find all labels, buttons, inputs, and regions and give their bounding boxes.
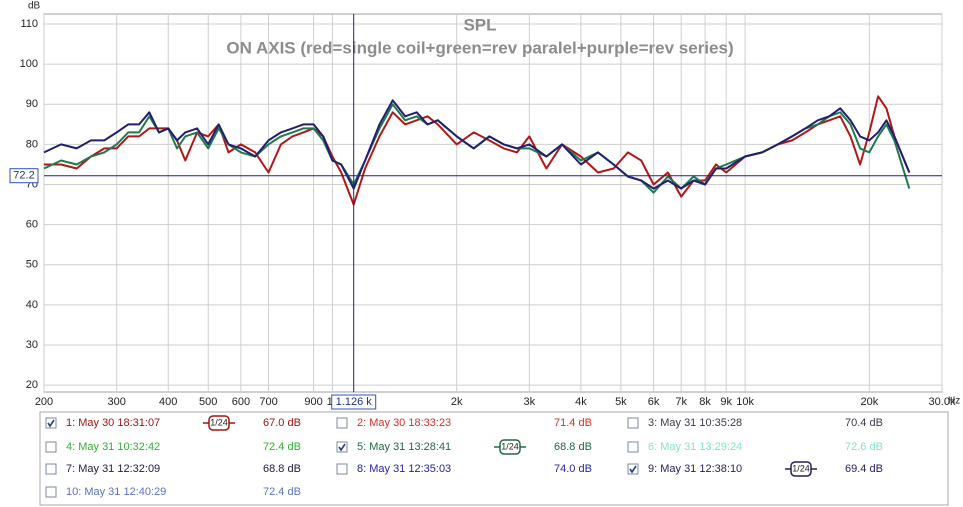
checkbox[interactable] [627, 441, 639, 453]
y-tick-label: 20 [26, 379, 38, 391]
spl-line [44, 95, 911, 206]
smoothing-box [790, 461, 812, 477]
x-tick-label: 5k [615, 396, 627, 408]
chart-subtitle: ON AXIS (red=single coil+green=rev paral… [226, 38, 733, 57]
measurement-label: 9: May 31 12:38:10 [648, 463, 742, 475]
checkbox[interactable] [336, 463, 348, 475]
measurement-label: 5: May 31 13:28:41 [357, 441, 451, 453]
y-tick-label: 30 [26, 339, 38, 351]
measurement-value: 70.4 dB [845, 417, 883, 429]
smoothing-label: 1/24 [792, 463, 810, 473]
x-tick-label: 10k [736, 396, 754, 408]
spl-line [43, 99, 911, 190]
y-tick-label: 40 [26, 299, 38, 311]
measurement-value: 68.8 dB [554, 441, 592, 453]
checkmark [629, 465, 637, 474]
checkbox[interactable] [336, 417, 348, 429]
measurement-label: 3: May 31 10:35:28 [648, 417, 742, 429]
legend-panel [39, 411, 949, 506]
smoothing-label: 1/24 [501, 441, 519, 451]
chart-title: SPL [463, 15, 496, 34]
checkbox[interactable] [336, 441, 348, 453]
measurement-label: 4: May 31 10:32:42 [66, 441, 160, 453]
checkbox[interactable] [627, 417, 639, 429]
smoothing-box [499, 439, 521, 455]
measurement-value: 71.4 dB [554, 417, 592, 429]
checkbox[interactable] [627, 463, 639, 475]
y-tick-label: 50 [26, 259, 38, 271]
measurement-label: 8: May 31 12:35:03 [357, 463, 451, 475]
measurement-label: 7: May 31 12:32:09 [66, 463, 160, 475]
measurement-value: 67.0 dB [263, 417, 301, 429]
measurement-value: 69.4 dB [845, 463, 883, 475]
y-tick-label: 60 [26, 219, 38, 231]
plot-frame [43, 13, 943, 393]
x-tick-label: 9k [720, 396, 732, 408]
x-tick-label: 200 [35, 396, 53, 408]
x-axis-label: Hz [948, 396, 960, 407]
measurement-label: 10: May 31 12:40:29 [66, 486, 166, 498]
checkbox[interactable] [45, 441, 57, 453]
checkmark [47, 419, 55, 428]
y-tick-label: 80 [26, 138, 38, 150]
x-tick-label: 400 [159, 396, 177, 408]
checkbox[interactable] [45, 486, 57, 498]
measurement-label: 2: May 30 18:33:23 [357, 417, 451, 429]
x-tick-label: 20k [860, 396, 878, 408]
checkmark [338, 443, 346, 452]
cursor-y-box [9, 168, 39, 184]
cursor-y-label: 72.2 [13, 170, 34, 182]
x-tick-label: 300 [107, 396, 125, 408]
checkbox[interactable] [45, 463, 57, 475]
measurement-value: 74.0 dB [554, 463, 592, 475]
x-tick-label: 500 [199, 396, 217, 408]
checkbox[interactable] [45, 417, 57, 429]
cursor-x-box [331, 394, 377, 410]
x-tick-label: 2k [451, 396, 463, 408]
measurement-label: 6: May 31 13:29:24 [648, 441, 742, 453]
x-tick-label: 700 [259, 396, 277, 408]
measurement-value: 72.4 dB [263, 441, 301, 453]
x-tick-label: 8k [699, 396, 711, 408]
y-tick-label: 90 [26, 98, 38, 110]
y-tick-label: 110 [20, 18, 38, 30]
measurement-value: 72.4 dB [263, 486, 301, 498]
x-tick-label: 6k [648, 396, 660, 408]
cursor-x-label: 1.126 k [336, 396, 373, 408]
measurement-value: 72.6 dB [845, 441, 883, 453]
x-tick-label: 600 [232, 396, 250, 408]
x-tick-label: 900 [304, 396, 322, 408]
x-tick-label: 30.0k [929, 396, 956, 408]
x-tick-label: 3k [524, 396, 536, 408]
measurement-label: 1: May 30 18:31:07 [66, 417, 160, 429]
x-tick-label: 7k [675, 396, 687, 408]
smoothing-label: 1/24 [210, 417, 228, 427]
x-tick-label: 4k [575, 396, 587, 408]
y-tick-label: 100 [20, 58, 38, 70]
y-axis-label: dB [28, 1, 41, 12]
measurement-value: 68.8 dB [263, 463, 301, 475]
smoothing-box [208, 415, 230, 431]
